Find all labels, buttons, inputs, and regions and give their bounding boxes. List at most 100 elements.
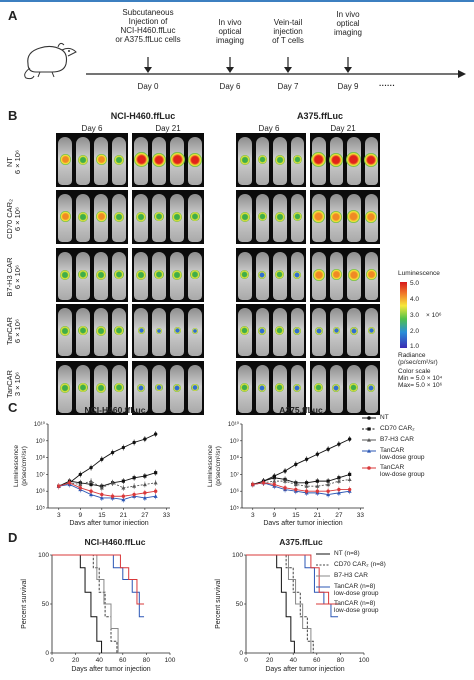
x-tick-label: 21 — [120, 512, 128, 519]
legend-swatch — [316, 586, 330, 588]
scale-tick: 1.0 — [410, 343, 420, 350]
data-point — [132, 440, 136, 445]
event-label: Vein-tail injection of T cells — [272, 18, 304, 45]
mouse — [76, 252, 90, 300]
tumor-signal — [60, 269, 70, 280]
mouse — [170, 194, 184, 242]
panel-c-letter: C — [8, 400, 18, 415]
x-tick-label: 40 — [96, 657, 104, 664]
x-tick-label: 100 — [359, 657, 370, 664]
series-line — [58, 484, 156, 501]
mouse — [112, 194, 126, 242]
mouse — [273, 252, 287, 300]
tumor-signal — [274, 154, 285, 165]
bioluminescence-image — [56, 133, 128, 187]
mouse — [238, 308, 252, 356]
mouse — [134, 194, 148, 242]
bioluminescence-image — [310, 190, 380, 244]
legend-item: CD70 CAR₂ (n=8) — [316, 561, 472, 569]
timeline-ellipsis: ······ — [379, 81, 395, 90]
bioluminescence-image — [132, 133, 204, 187]
legend-label: NT (n=8) — [334, 550, 360, 557]
x-tick-label: 3 — [251, 512, 255, 519]
legend-item: B7-H3 CAR — [316, 572, 472, 580]
bioluminescence-image — [56, 361, 128, 415]
bioluminescence-image — [236, 133, 306, 187]
mouse — [188, 308, 202, 356]
mouse — [76, 137, 90, 185]
mouse — [347, 365, 361, 413]
tumor-signal — [239, 211, 250, 222]
tumor-signal — [96, 269, 106, 280]
data-point — [337, 442, 341, 446]
row-label-b7h3: B7-H3 CAR 6 × 10⁶ — [5, 251, 22, 303]
mouse — [152, 252, 166, 300]
mouse — [238, 137, 252, 185]
bioluminescence-image — [132, 248, 204, 302]
mouse — [347, 252, 361, 300]
mouse — [238, 194, 252, 242]
tumor-signal — [151, 152, 167, 167]
tumor-signal — [133, 152, 149, 168]
tumor-signal — [330, 269, 342, 281]
day-label: Day 21 — [155, 124, 181, 133]
row-dose: 6 × 10⁶ — [13, 264, 22, 290]
data-point — [272, 482, 276, 487]
data-point — [99, 485, 104, 490]
data-point — [142, 482, 147, 487]
legend-label: CD70 CAR₂ (n=8) — [334, 561, 386, 568]
mouse — [273, 365, 287, 413]
x-tick-label: 27 — [141, 512, 149, 519]
legend-swatch — [316, 564, 330, 566]
legend-swatch — [316, 575, 330, 577]
legend-c: NT CD70 CAR₂ B7-H3 CAR TanCAR low-dose grou… — [362, 414, 472, 481]
bioluminescence-image — [236, 361, 306, 415]
data-point — [132, 492, 136, 497]
legend-swatch — [316, 553, 330, 555]
data-point — [315, 479, 319, 483]
legend-label: TanCAR (n=8) low-dose group — [334, 600, 379, 614]
bioluminescence-image — [236, 304, 306, 358]
mouse — [329, 252, 343, 300]
mouse — [329, 308, 343, 356]
data-point — [121, 479, 125, 483]
mouse — [273, 137, 287, 185]
tumor-signal — [258, 326, 267, 335]
tumor-signal — [364, 152, 379, 167]
tumor-signal — [349, 383, 359, 393]
data-point — [110, 450, 115, 455]
mouse — [364, 308, 378, 356]
data-point — [304, 489, 309, 493]
y-tick-label: 10⁷ — [36, 471, 45, 478]
chart-survival-a375: 0 50 100 0 20 40 60 80 100 Days after tumor injec… — [215, 552, 370, 673]
tumor-signal — [96, 382, 106, 393]
y-tick-label: 10⁵ — [36, 505, 46, 512]
series-line — [252, 473, 350, 485]
y-tick-label: 10⁶ — [36, 488, 46, 495]
tumor-signal — [155, 384, 163, 392]
y-tick-label: 100 — [232, 552, 243, 559]
data-point — [142, 495, 147, 500]
y-axis-label: Luminescence — [13, 445, 20, 487]
mouse — [152, 365, 166, 413]
data-point — [153, 480, 158, 485]
mouse — [134, 252, 148, 300]
x-tick-label: 9 — [78, 512, 82, 519]
legend-marker — [367, 438, 371, 442]
tumor-signal — [332, 383, 341, 392]
panel-d-letter: D — [8, 530, 18, 545]
tumor-signal — [190, 212, 200, 222]
row-label-tancar: TanCAR 6 × 10⁶ — [5, 305, 22, 357]
mouse — [238, 365, 252, 413]
x-axis-label: Days after tumor injection — [69, 520, 148, 525]
legend-item: NT — [362, 414, 472, 422]
tumor-signal — [173, 327, 181, 335]
mouse — [346, 137, 362, 185]
data-point — [283, 469, 287, 473]
mouse — [347, 308, 361, 356]
header-rule — [0, 0, 474, 2]
y-tick-label: 50 — [236, 601, 244, 608]
tumor-signal — [77, 211, 89, 222]
data-point — [89, 479, 94, 483]
mouse — [273, 194, 287, 242]
